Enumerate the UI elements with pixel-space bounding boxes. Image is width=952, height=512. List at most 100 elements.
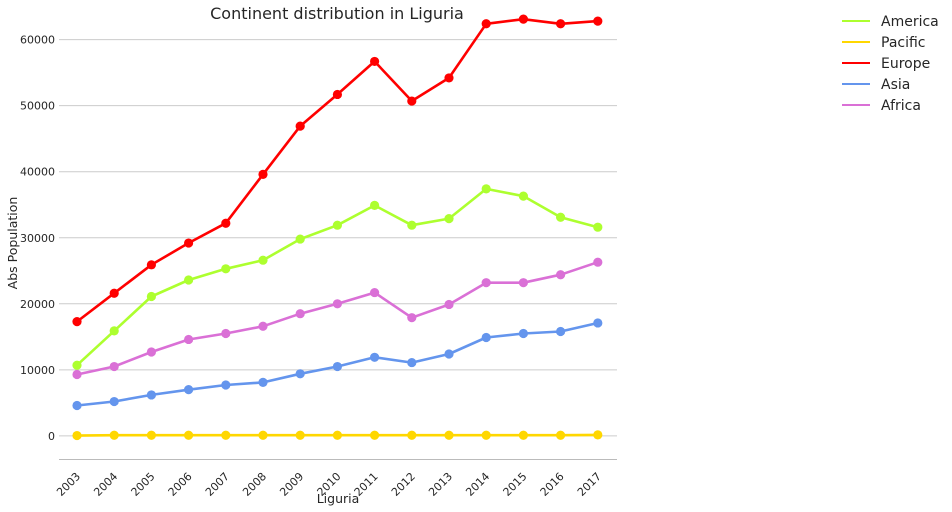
data-point: [184, 430, 194, 440]
legend-label: Africa: [881, 98, 921, 114]
data-point: [221, 430, 231, 440]
data-point: [518, 14, 529, 24]
data-point: [518, 328, 529, 339]
data-point: [146, 347, 156, 357]
data-point: [444, 214, 454, 224]
data-point: [593, 222, 603, 232]
x-tick-label: 2015: [501, 470, 530, 499]
data-point: [295, 121, 305, 131]
data-point: [72, 317, 82, 327]
series-line: [76, 17, 598, 323]
legend-item-pacific: Pacific: [842, 35, 926, 51]
series-pacific: [72, 430, 603, 441]
data-point: [593, 16, 603, 26]
series-asia: [72, 318, 603, 411]
x-tick-label: 2014: [463, 470, 492, 499]
data-point: [481, 19, 491, 29]
data-point: [109, 326, 119, 336]
data-point: [370, 352, 380, 362]
data-point: [146, 260, 156, 270]
data-point: [295, 430, 305, 440]
data-point: [184, 385, 194, 395]
legend-label: Asia: [881, 77, 910, 93]
y-tick-labels: 0 10000 20000 30000 40000 50000 60000: [20, 34, 55, 443]
data-point: [593, 430, 603, 440]
data-point: [72, 360, 82, 370]
x-tick-label: 2004: [91, 470, 120, 499]
y-tick-label: 40000: [20, 166, 55, 179]
data-point: [109, 430, 119, 440]
x-tick-label: 2013: [426, 470, 455, 499]
data-point: [518, 430, 529, 440]
data-point: [184, 275, 194, 285]
data-point: [258, 377, 268, 387]
data-point: [184, 238, 194, 248]
data-point: [481, 184, 491, 194]
legend-label: America: [881, 14, 939, 30]
y-axis-label: Abs Population: [5, 197, 20, 290]
data-point: [593, 318, 603, 328]
data-point: [481, 278, 491, 288]
y-tick-label: 60000: [20, 34, 55, 47]
x-tick-label: 2017: [575, 470, 604, 499]
data-point: [370, 430, 380, 440]
data-point: [556, 19, 566, 29]
data-point: [258, 255, 268, 265]
data-point: [593, 257, 603, 267]
data-point: [556, 212, 566, 222]
y-tick-label: 50000: [20, 100, 55, 113]
data-point: [444, 73, 454, 83]
x-tick-label: 2008: [240, 470, 269, 499]
data-point: [221, 264, 231, 274]
data-point: [370, 200, 380, 210]
legend: America Pacific Europe Asia Africa: [842, 14, 939, 114]
y-tick-label: 30000: [20, 232, 55, 245]
data-point: [72, 400, 82, 411]
x-tick-label: 2009: [277, 470, 306, 499]
data-point: [407, 430, 417, 440]
data-point: [146, 430, 156, 440]
series-africa: [72, 257, 603, 380]
legend-label: Pacific: [881, 35, 926, 51]
data-point: [221, 328, 231, 339]
gridlines: [59, 39, 617, 437]
data-point: [146, 291, 156, 302]
data-point: [332, 430, 342, 440]
data-point: [407, 96, 417, 106]
data-point: [221, 380, 231, 390]
data-point: [295, 234, 305, 244]
data-point: [146, 390, 156, 400]
y-tick-label: 10000: [20, 364, 55, 377]
data-point: [295, 309, 305, 319]
x-tick-label: 2012: [389, 470, 418, 499]
data-point: [258, 321, 268, 331]
data-point: [72, 369, 82, 380]
x-tick-label: 2016: [538, 470, 567, 499]
data-point: [370, 287, 380, 298]
data-point: [258, 430, 268, 440]
data-point: [518, 191, 529, 201]
data-point: [109, 288, 119, 298]
data-point: [407, 313, 417, 323]
data-point: [72, 430, 82, 441]
y-tick-label: 0: [48, 430, 55, 443]
x-axis-label: Liguria: [317, 491, 360, 506]
data-point: [258, 169, 268, 179]
legend-item-europe: Europe: [842, 56, 930, 72]
data-point: [109, 396, 119, 407]
data-point: [556, 270, 566, 280]
chart-title: Continent distribution in Liguria: [210, 4, 464, 23]
data-point: [221, 218, 231, 228]
series-line: [76, 260, 599, 376]
data-point: [444, 349, 454, 359]
data-point: [295, 369, 305, 379]
x-tick-label: 2006: [166, 470, 195, 499]
data-point: [481, 430, 491, 440]
legend-label: Europe: [881, 56, 930, 72]
legend-item-asia: Asia: [842, 77, 910, 93]
data-point: [332, 89, 342, 100]
y-tick-label: 20000: [20, 298, 55, 311]
x-tick-label: 2007: [203, 470, 232, 499]
data-point: [407, 220, 417, 230]
